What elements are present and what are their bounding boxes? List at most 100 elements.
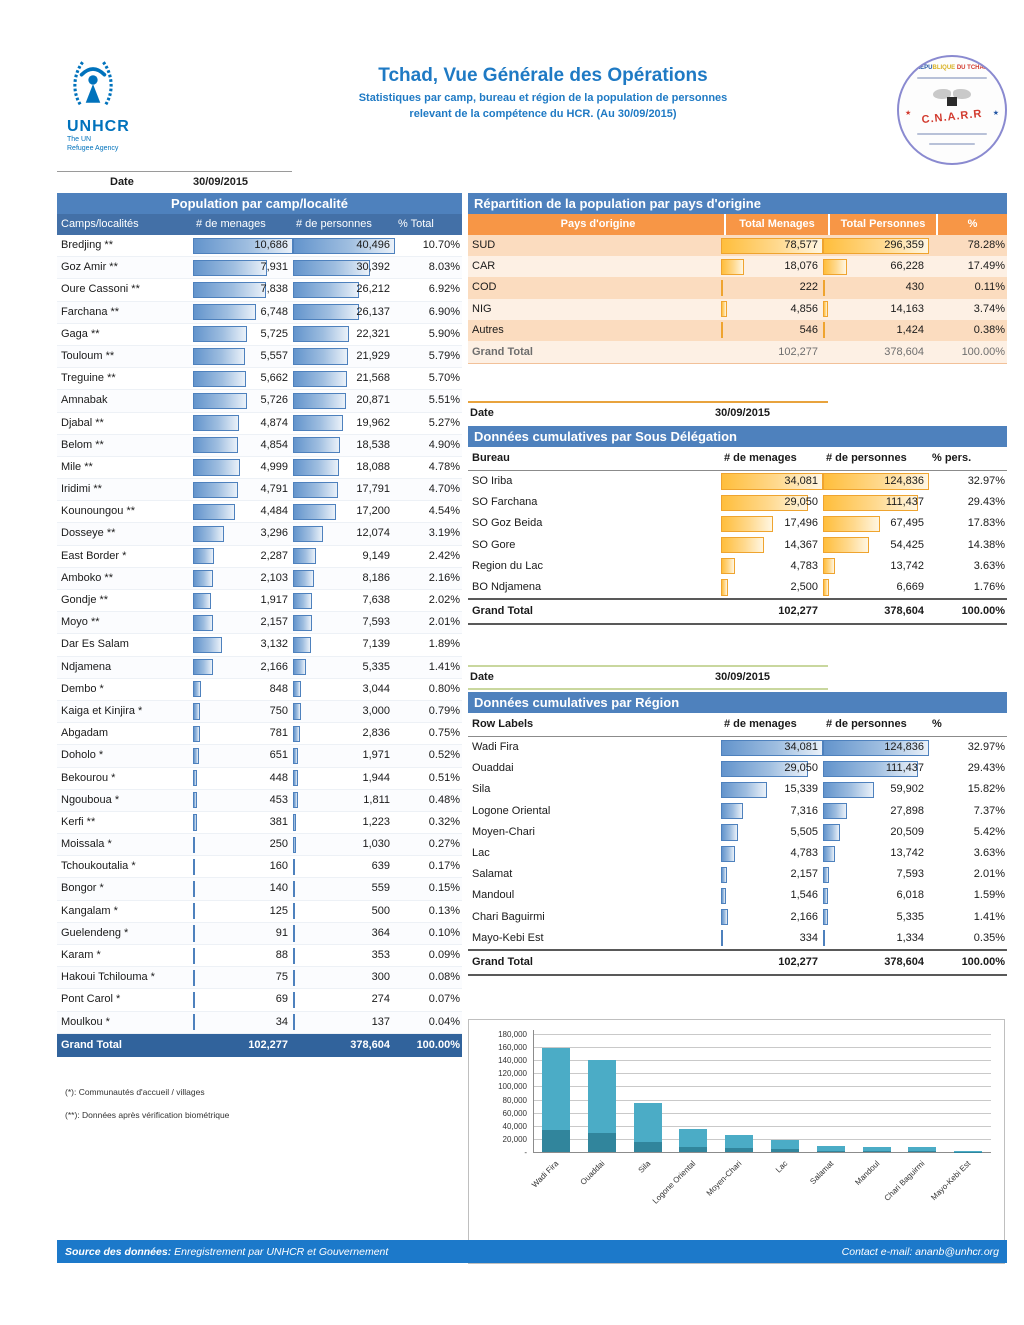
- data-bar: [721, 803, 743, 820]
- data-bar: [193, 525, 224, 543]
- value-cell: 250: [192, 834, 292, 855]
- chart-bar-segment: [587, 1059, 616, 1133]
- camp-table-title: Population par camp/localité: [57, 193, 462, 214]
- origin-grand-total-row: Grand Total 102,277 378,604 100.00%: [468, 340, 1007, 364]
- table-row: Mandoul 1,546 6,018 1.59%: [468, 885, 1007, 907]
- cell-value: 18,538: [356, 438, 390, 451]
- cell-value: 2,166: [790, 910, 818, 923]
- table-row: Sila 15,339 59,902 15.82%: [468, 779, 1007, 801]
- cell-value: 14,163: [890, 302, 924, 315]
- table-row: BO Ndjamena 2,500 6,669 1.76%: [468, 576, 1007, 599]
- row-percent: 0.04%: [428, 1015, 460, 1028]
- data-bar: [293, 525, 324, 543]
- grand-total-label: Grand Total: [472, 955, 533, 968]
- cell-value: 26,137: [356, 305, 390, 318]
- cell-value: 4,783: [790, 847, 818, 859]
- data-bar: [293, 636, 311, 654]
- cell-value: 222: [799, 281, 818, 294]
- chart-gridline: [533, 1060, 991, 1062]
- chart-bar-segment: [633, 1102, 662, 1142]
- footer-source-label: Source des données:: [65, 1245, 172, 1258]
- cell-value: 3,296: [260, 527, 288, 540]
- data-bar: [193, 259, 268, 276]
- row-label: Djabal **: [61, 416, 104, 429]
- row-percent: 14.38%: [967, 538, 1005, 551]
- table-row: Karam * 88 353 0.09%: [57, 945, 462, 968]
- row-label: Autres: [472, 323, 504, 336]
- value-cell: 353: [292, 945, 394, 966]
- value-cell: 124,836: [822, 471, 929, 492]
- row-percent: 3.63%: [973, 847, 1005, 859]
- chart-gridline: [533, 1086, 991, 1088]
- table-row: Goz Amir ** 7,931 30,392 8.03%: [57, 257, 462, 280]
- row-label: Guelendeng *: [61, 926, 129, 939]
- cell-value: 750: [269, 704, 288, 717]
- cell-value: 7,593: [896, 868, 924, 881]
- page-subtitle-line2: relevant de la compétence du HCR. (Au 30…: [409, 107, 677, 120]
- origin-table-header: Pays d'origine Total Menages Total Personn…: [468, 214, 1007, 235]
- value-cell: 9,149: [292, 546, 394, 567]
- value-cell: 7,638: [292, 590, 394, 611]
- row-label: Gondje **: [61, 594, 109, 606]
- cell-value: 5,662: [260, 372, 288, 385]
- data-bar: [293, 592, 313, 609]
- cnarr-emblem: [899, 89, 1005, 99]
- chart-y-tick-label: 60,000: [502, 1108, 527, 1118]
- table-row: Bongor * 140 559 0.15%: [57, 878, 462, 901]
- unhcr-logo-sub1: The UN: [67, 136, 92, 143]
- row-percent: 29.43%: [967, 762, 1005, 775]
- row-label: Chari Baguirmi: [472, 910, 545, 923]
- cell-value: 6,669: [896, 580, 924, 593]
- title-block: Tchad, Vue Générale des Opérations Stati…: [207, 55, 879, 123]
- row-label: Dar Es Salam: [61, 638, 129, 651]
- data-bar: [823, 537, 870, 554]
- row-label: Pont Carol *: [61, 993, 121, 1006]
- row-percent: 3.74%: [973, 302, 1005, 315]
- chart-bar-segment: [541, 1047, 570, 1130]
- data-bar: [193, 1014, 195, 1031]
- cell-value: 1,917: [260, 594, 288, 606]
- value-cell: 2,157: [720, 864, 822, 885]
- table-row: Farchana ** 6,748 26,137 6.90%: [57, 301, 462, 324]
- cnarr-logo-text: C.N.A.R.R: [921, 107, 983, 127]
- value-cell: 5,726: [192, 390, 292, 411]
- data-bar: [721, 494, 808, 511]
- row-label: Region du Lac: [472, 559, 543, 572]
- page-subtitle-line1: Statistiques par camp, bureau et région …: [358, 92, 728, 104]
- data-bar: [193, 304, 257, 321]
- value-cell: 750: [192, 701, 292, 722]
- value-cell: 21,568: [292, 368, 394, 389]
- row-label: Kangalam *: [61, 904, 118, 917]
- table-row: Moyo ** 2,157 7,593 2.01%: [57, 612, 462, 635]
- value-cell: 4,783: [720, 843, 822, 864]
- row-percent: 4.78%: [428, 460, 460, 473]
- data-bar: [721, 824, 738, 841]
- column-header: Bureau: [472, 451, 510, 464]
- cell-value: 4,783: [790, 559, 818, 572]
- cell-value: 124,836: [884, 741, 924, 754]
- value-cell: 3,044: [292, 679, 394, 700]
- table-row: Mile ** 4,999 18,088 4.78%: [57, 457, 462, 480]
- cell-value: 848: [269, 682, 288, 695]
- grand-total-label: Grand Total: [472, 345, 533, 358]
- data-bar: [823, 258, 847, 275]
- data-bar: [823, 739, 929, 756]
- table-row: Ndjamena 2,166 5,335 1.41%: [57, 656, 462, 679]
- table-row: Kaiga et Kinjira * 750 3,000 0.79%: [57, 700, 462, 724]
- value-cell: 334: [720, 928, 822, 949]
- footnote-1: (*): Communautés d'accueil / villages: [65, 1086, 205, 1097]
- data-bar: [293, 991, 295, 1009]
- cell-value: 334: [799, 931, 818, 944]
- row-label: SUD: [472, 239, 496, 251]
- data-bar: [293, 392, 346, 409]
- chart-bar-segment: [587, 1132, 616, 1152]
- table-row: Abgadam 781 2,836 0.75%: [57, 723, 462, 746]
- table-row: Guelendeng * 91 364 0.10%: [57, 922, 462, 945]
- cell-value: 2,157: [260, 616, 288, 629]
- row-percent: 0.48%: [428, 793, 460, 806]
- value-cell: 848: [192, 679, 292, 700]
- row-percent: 6.92%: [428, 283, 460, 296]
- value-cell: 364: [292, 923, 394, 944]
- chart-y-tick-label: 160,000: [498, 1043, 527, 1053]
- chart-bar-segment: [770, 1139, 799, 1149]
